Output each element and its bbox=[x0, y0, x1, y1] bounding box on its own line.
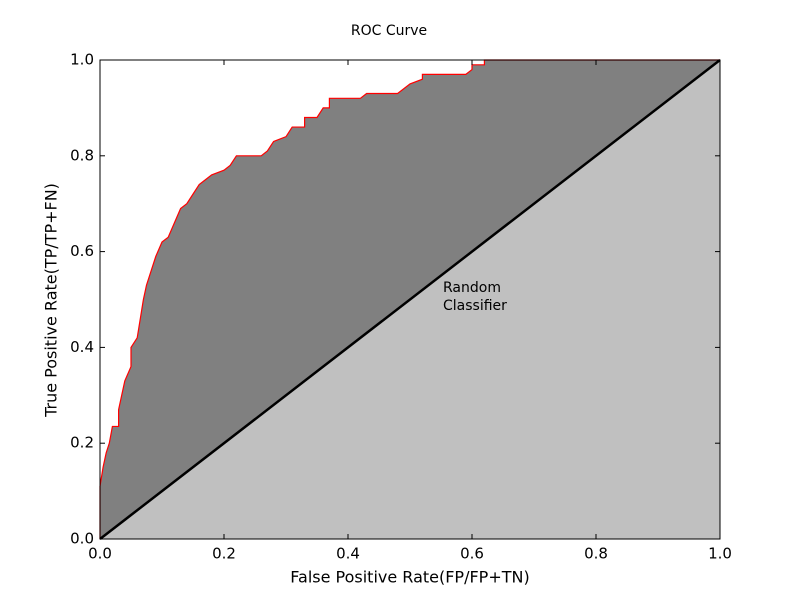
x-tick-label: 0.4 bbox=[336, 545, 360, 563]
y-tick-label: 0.4 bbox=[70, 338, 94, 356]
x-tick-label: 0.0 bbox=[88, 545, 112, 563]
annotation: Classifier bbox=[443, 298, 507, 314]
plot-frame bbox=[99, 59, 721, 540]
series-line bbox=[99, 59, 720, 539]
y-tick-label: 0.8 bbox=[70, 146, 94, 164]
x-tick-label: 1.0 bbox=[708, 545, 732, 563]
y-tick-label: 0.2 bbox=[70, 434, 94, 452]
x-tick-label: 0.2 bbox=[212, 545, 236, 563]
series-line bbox=[99, 59, 721, 540]
chart-title: ROC Curve bbox=[351, 23, 427, 39]
y-tick-label: 0.0 bbox=[70, 530, 94, 548]
x-tick-label: 0.8 bbox=[584, 545, 608, 563]
annotation: Random bbox=[443, 280, 501, 296]
y-tick-label: 1.0 bbox=[70, 51, 94, 69]
y-axis-label: True Positive Rate(TP/TP+FN) bbox=[42, 183, 61, 418]
x-axis-label: False Positive Rate(FP/FP+TN) bbox=[290, 568, 529, 587]
y-tick-label: 0.6 bbox=[70, 242, 94, 260]
x-tick-label: 0.6 bbox=[460, 545, 484, 563]
